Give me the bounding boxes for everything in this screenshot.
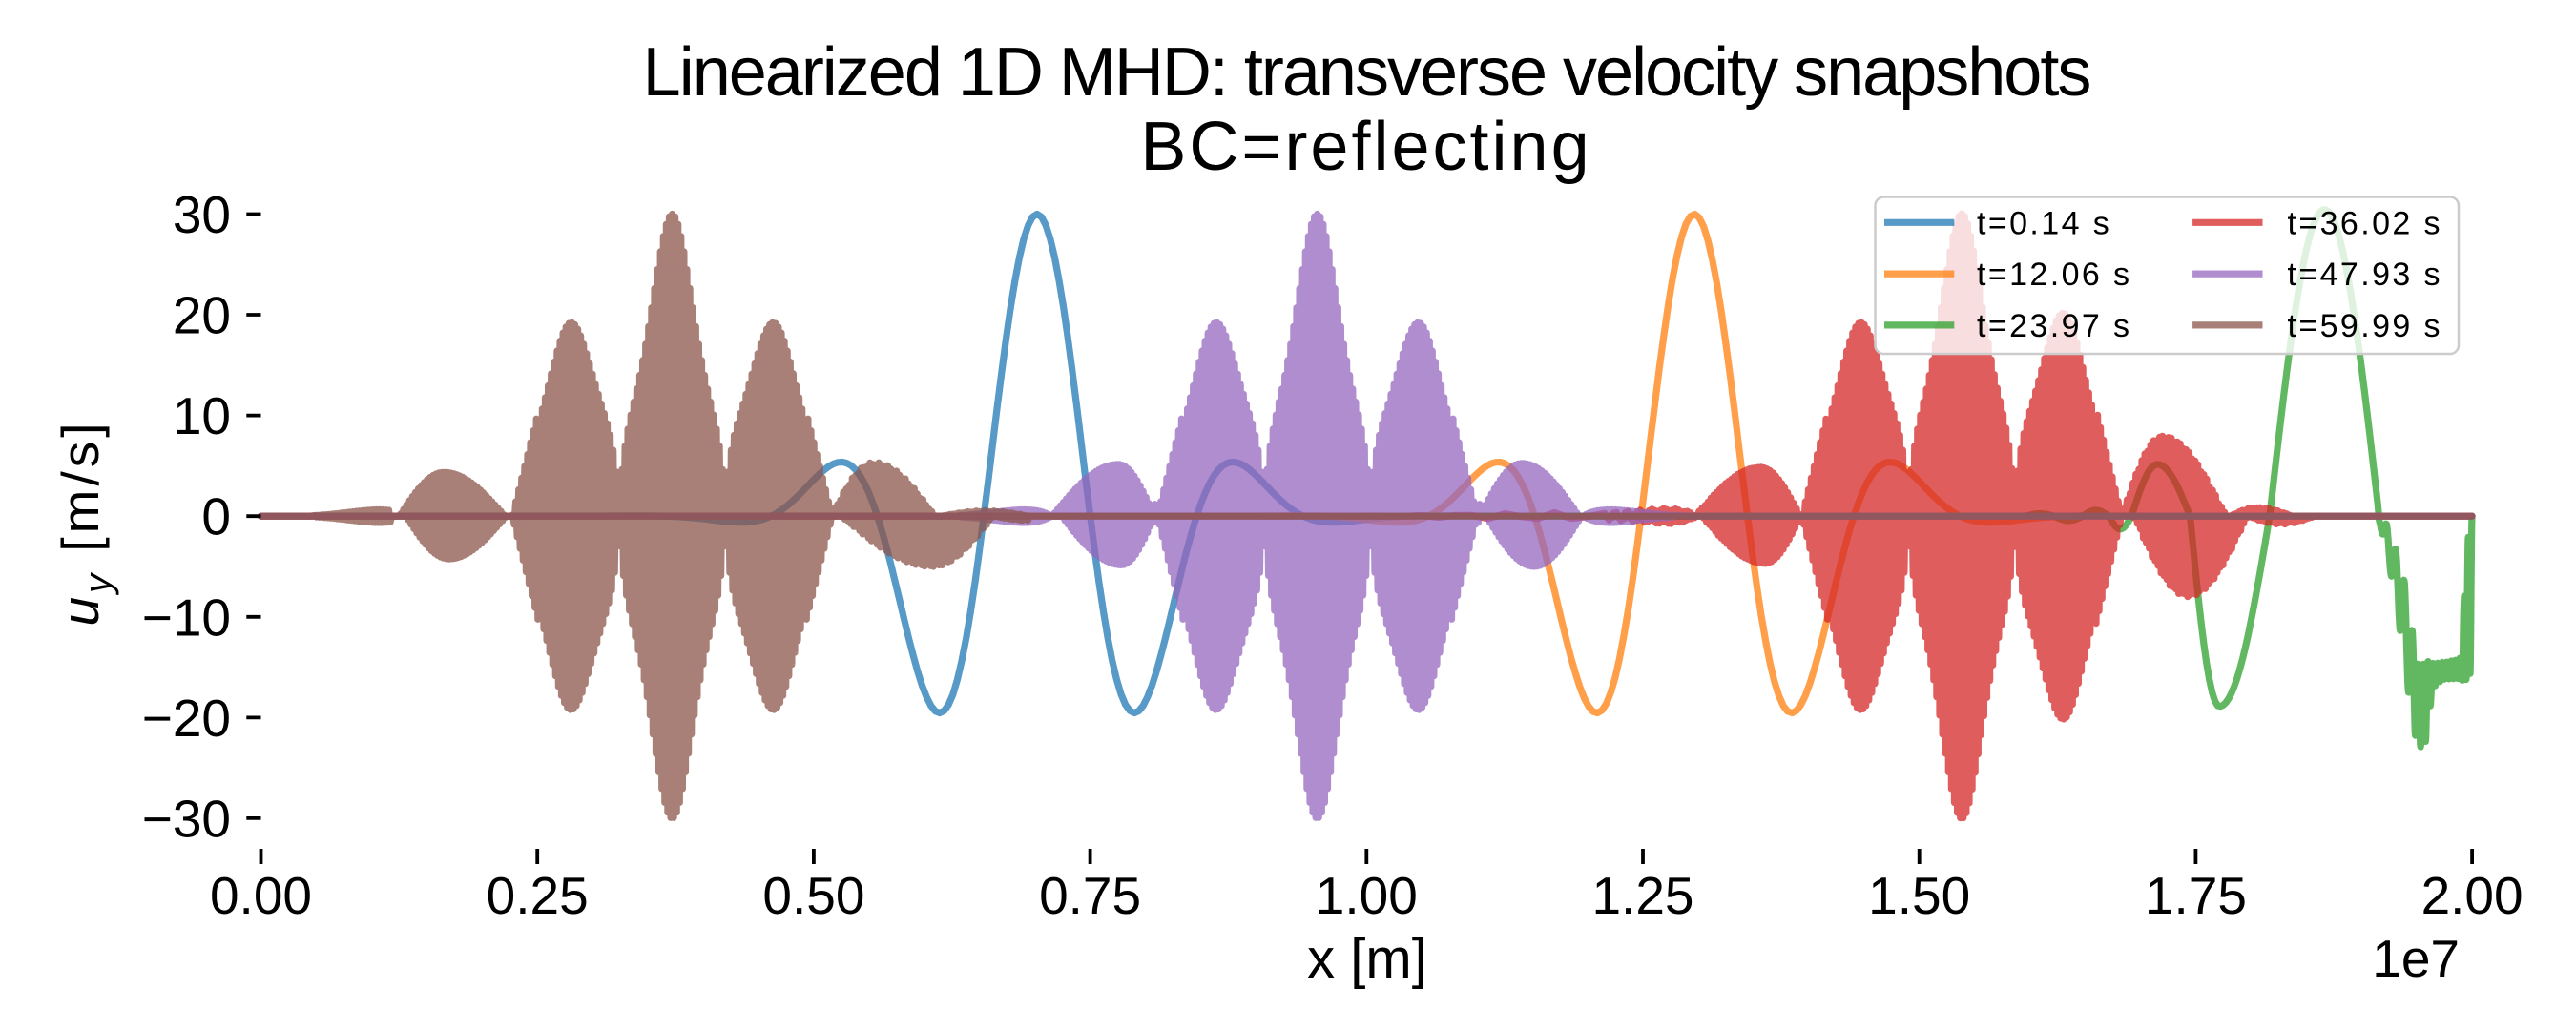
svg-text:0.75: 0.75 (1039, 866, 1141, 925)
svg-text:t=12.06 s: t=12.06 s (1977, 257, 2131, 293)
svg-text:−20: −20 (142, 689, 231, 748)
svg-text:−10: −10 (142, 587, 231, 647)
svg-text:0.50: 0.50 (762, 866, 864, 925)
svg-text:20: 20 (173, 286, 231, 345)
svg-text:Linearized 1D MHD: transverse: Linearized 1D MHD: transverse velocity s… (643, 34, 2090, 111)
svg-text:x [m]: x [m] (1307, 928, 1427, 990)
svg-text:t=0.14 s: t=0.14 s (1977, 205, 2111, 241)
svg-text:t=23.97 s: t=23.97 s (1977, 308, 2131, 344)
svg-text:1.25: 1.25 (1591, 866, 1693, 925)
svg-text:t=59.99 s: t=59.99 s (2288, 308, 2442, 344)
svg-text:2.00: 2.00 (2421, 866, 2524, 925)
svg-text:1e7: 1e7 (2372, 929, 2460, 988)
svg-text:t=36.02 s: t=36.02 s (2288, 205, 2442, 241)
svg-text:1.00: 1.00 (1316, 866, 1418, 925)
svg-text:−30: −30 (142, 789, 231, 848)
svg-text:1.50: 1.50 (1868, 866, 1970, 925)
svg-text:uy [m/s]: uy [m/s] (51, 419, 119, 626)
svg-text:10: 10 (173, 386, 231, 445)
svg-text:1.75: 1.75 (2145, 866, 2247, 925)
svg-text:t=47.93 s: t=47.93 s (2288, 257, 2442, 293)
svg-text:0.25: 0.25 (487, 866, 589, 925)
svg-text:BC=reflecting: BC=reflecting (1140, 109, 1591, 185)
svg-text:0: 0 (201, 487, 231, 546)
svg-text:30: 30 (173, 185, 231, 244)
svg-text:0.00: 0.00 (210, 866, 312, 925)
